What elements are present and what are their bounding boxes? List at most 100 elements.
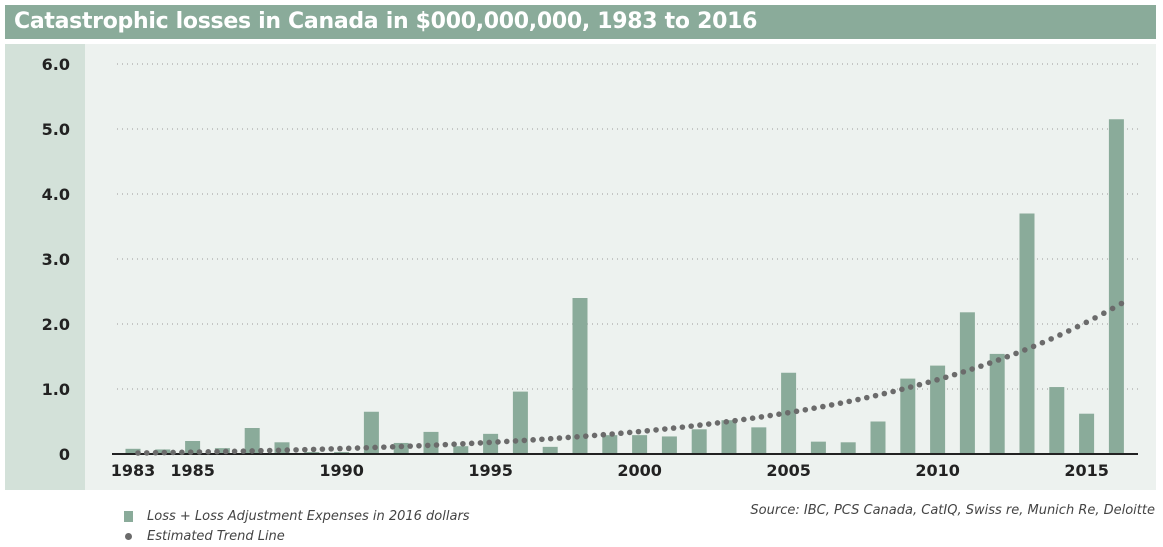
trend-dot [626, 429, 633, 436]
trend-dot [776, 411, 782, 417]
trend-dot [424, 442, 431, 449]
bar [661, 436, 677, 454]
trend-dot [1101, 310, 1107, 317]
trend-dot [503, 438, 510, 445]
legend-dot-swatch [125, 532, 132, 540]
trend-dot [653, 427, 659, 433]
trend-dot [714, 420, 721, 426]
trend-dot [1065, 328, 1072, 334]
trend-dot [758, 414, 765, 420]
trend-dot [258, 447, 264, 454]
trend-dot [635, 428, 642, 435]
bar [1019, 213, 1035, 454]
trend-dot [1109, 305, 1116, 312]
bar [572, 298, 588, 454]
trend-dot [442, 441, 449, 448]
bar [423, 431, 439, 454]
trend-dot [881, 390, 888, 397]
trend-dot [214, 448, 220, 455]
legend-item-bars: Loss + Loss Adjustment Expenses in 2016 … [124, 506, 470, 526]
trend-dot [1039, 339, 1046, 346]
trend-dot [951, 371, 958, 378]
trend-dot [319, 446, 326, 452]
legend-trend-label: Estimated Trend Line [147, 528, 285, 544]
trend-dot [679, 424, 686, 430]
y-tick-label: 5.0 [42, 120, 70, 139]
trend-dot [477, 440, 484, 446]
trend-dot [310, 446, 317, 453]
bar [125, 448, 141, 454]
bar [1049, 387, 1065, 454]
bar [542, 446, 558, 454]
trend-dot [1092, 315, 1098, 321]
trend-dot [732, 417, 738, 424]
trend-dot [354, 445, 361, 451]
trend-dot [240, 448, 247, 454]
trend-dot [767, 412, 773, 419]
trend-dot [547, 435, 554, 442]
trend-dot [820, 403, 826, 410]
trend-dot [1048, 336, 1054, 342]
trend-dot [1013, 350, 1019, 357]
y-axis-strip [5, 44, 85, 490]
trend-dot [705, 421, 712, 427]
trend-dot [345, 445, 352, 452]
x-tick-label: 1995 [468, 461, 513, 480]
trend-dot [433, 442, 440, 448]
trend-dot [890, 388, 896, 395]
trend-dot [196, 449, 203, 455]
trend-dot [1083, 319, 1090, 326]
bar [810, 441, 826, 454]
trend-dot [1030, 343, 1037, 350]
trend-dot [644, 427, 651, 434]
trend-dot [152, 449, 159, 456]
y-tick-label: 2.0 [42, 315, 70, 334]
bar [989, 353, 1005, 454]
bar [244, 428, 260, 454]
trend-dot [934, 377, 940, 383]
trend-dot [749, 415, 756, 421]
legend-item-trend: Estimated Trend Line [124, 526, 470, 546]
trend-dot [407, 443, 413, 449]
trend-dot [337, 445, 343, 452]
trend-dot [328, 446, 334, 452]
trend-dot [978, 363, 984, 369]
x-tick-label: 1983 [111, 461, 156, 480]
y-tick-label: 0 [59, 445, 70, 464]
bar [751, 427, 767, 454]
bar [453, 446, 469, 454]
trend-dot [205, 449, 212, 455]
legend: Loss + Loss Adjustment Expenses in 2016 … [124, 506, 470, 546]
trend-dot [556, 435, 563, 441]
bar [602, 435, 618, 454]
bar [214, 448, 230, 454]
trend-dot [582, 433, 589, 439]
source-note: Source: IBC, PCS Canada, CatIQ, Swiss re… [750, 503, 1155, 518]
x-tick-label: 2005 [766, 461, 811, 480]
trend-dot [1057, 332, 1063, 338]
trend-dot [521, 437, 528, 444]
trend-dot [539, 436, 545, 443]
trend-dot [1022, 347, 1028, 353]
trend-dot [451, 441, 457, 448]
trend-dot [231, 448, 238, 455]
trend-dot [600, 431, 607, 438]
trend-dot [249, 448, 255, 454]
trend-dot [855, 396, 861, 403]
trend-dot [161, 449, 168, 456]
chart-title: Catastrophic losses in Canada in $000,00… [14, 9, 758, 34]
trend-dot [837, 400, 844, 406]
bar [721, 420, 737, 454]
trend-dot [293, 447, 299, 453]
trend-dot [784, 409, 791, 416]
trend-dot [284, 447, 291, 453]
trend-dot [618, 430, 624, 437]
trend-dot [969, 366, 975, 372]
trend-dot [302, 446, 308, 453]
trend-dot [846, 398, 853, 405]
trend-dot [916, 381, 923, 388]
trend-dot [741, 416, 747, 423]
trend-dot [793, 408, 800, 415]
trend-dot [179, 449, 185, 456]
